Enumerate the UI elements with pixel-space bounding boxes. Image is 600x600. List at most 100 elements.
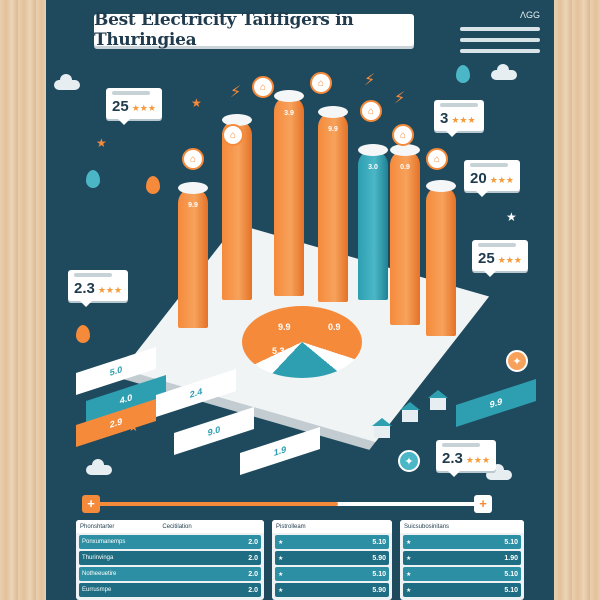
tariff-bar: 9.9 (178, 182, 208, 328)
table-row[interactable]: Thurinvinga 2.0 (79, 551, 261, 565)
card-caption (470, 163, 508, 167)
bar-cap (274, 90, 304, 102)
row-name: Eurrusmpe (82, 587, 112, 593)
house-pin-icon: ⌂ (426, 148, 448, 170)
row-value: 2.0 (248, 586, 258, 594)
rating-card: 2.3 ★★★ (68, 270, 129, 307)
tariff-range-slider[interactable]: + + (82, 495, 492, 513)
row-value: 5.10 (504, 538, 518, 546)
bar-label: 3.0 (368, 164, 378, 171)
table-row[interactable]: Ponxumanemps 2.0 (79, 535, 261, 549)
bar-cap (390, 144, 420, 156)
tariff-bar: 0.9 (390, 144, 420, 325)
price-ticket: 1.9 (240, 427, 320, 475)
card-value: 25 (112, 98, 129, 115)
table-row[interactable]: ★ 5.90 (275, 551, 389, 565)
house-icon (372, 418, 392, 438)
bolt-icon: ⚡ (230, 84, 242, 101)
cloud-icon (486, 464, 512, 480)
card-caption (112, 91, 150, 95)
table-row[interactable]: ★ 5.10 (403, 567, 521, 581)
drop-icon (456, 65, 470, 83)
row-name: Ponxumanemps (82, 539, 126, 545)
row-value: 2.0 (248, 554, 258, 562)
tariff-pie-chart (242, 306, 362, 378)
column-header: Suicsubosinitans (404, 523, 450, 530)
card-value: 2.3 (442, 450, 463, 467)
house-icon (428, 390, 448, 410)
pie-label: 0.9 (328, 322, 341, 332)
rating-card: 25 ★★★ (472, 240, 528, 277)
column-header: Pistrolleam (276, 523, 306, 530)
bar-cap (222, 114, 252, 126)
row-value: 2.0 (248, 538, 258, 546)
house-pin-icon: ⌂ (392, 124, 414, 146)
card-value: 20 (470, 170, 487, 187)
slider-right-button[interactable]: + (474, 495, 492, 513)
comparison-table: Pistrolleam ★ 5.10 ★ 5.90 ★ 5.10 ★ 5.90 (272, 520, 392, 600)
table-row[interactable]: ★ 5.10 (403, 535, 521, 549)
table-row[interactable]: Notheeuetire 2.0 (79, 567, 261, 581)
row-icon: ★ (278, 555, 284, 562)
bar-label: 3.9 (284, 110, 294, 117)
rating-card: 2.3 ★★★ (436, 440, 497, 477)
card-caption (74, 273, 112, 277)
menu-line (460, 49, 540, 53)
table-header: Pistrolleam (272, 520, 392, 533)
row-name: Thurinvinga (82, 555, 114, 561)
price-ticket: 9.9 (456, 379, 536, 427)
table-row[interactable]: Eurrusmpe 2.0 (79, 583, 261, 597)
infographic-poster: Best Electricity Taiffigers in Thuringie… (46, 0, 554, 600)
card-value: 2.3 (74, 280, 95, 297)
slider-left-button[interactable]: + (82, 495, 100, 513)
row-value: 5.10 (372, 570, 386, 578)
card-value: 25 (478, 250, 495, 267)
table-row[interactable]: ★ 5.10 (275, 535, 389, 549)
rating-stars: ★★★ (97, 285, 123, 295)
rating-stars: ★★★ (131, 103, 156, 113)
row-icon: ★ (278, 539, 284, 546)
table-header: Phonshtarter Cecitilation (76, 520, 264, 533)
pie-label: 5.3 (272, 346, 285, 356)
column-header: Phonshtarter (80, 523, 115, 530)
wood-frame-left (0, 0, 46, 600)
card-value: 3 (440, 110, 449, 127)
row-icon: ★ (278, 571, 284, 578)
rating-card: 3 ★★★ (434, 100, 484, 137)
row-value: 5.10 (504, 570, 518, 578)
slider-fill (92, 502, 338, 506)
table-row[interactable]: ★ 5.90 (275, 583, 389, 597)
star-icon: ★ (506, 210, 517, 224)
star-icon: ★ (96, 136, 107, 150)
pie-label: 9.9 (278, 322, 291, 332)
flame-icon (76, 325, 90, 343)
top-right-menu: ΛGG (460, 10, 540, 60)
house-pin-icon: ⌂ (252, 76, 274, 98)
row-value: 5.10 (372, 538, 386, 546)
lightbulb-icon: ✦ (506, 350, 528, 372)
rating-card: 25 ★★★ (106, 88, 162, 125)
table-row[interactable]: ★ 5.10 (403, 583, 521, 597)
house-icon (400, 402, 420, 422)
lightbulb-icon: ✦ (398, 450, 420, 472)
card-caption (440, 103, 478, 107)
row-name: Notheeuetire (82, 571, 117, 577)
cloud-icon (86, 459, 112, 475)
cloud-icon (54, 74, 80, 90)
rating-stars: ★★★ (465, 455, 491, 465)
tariff-bar (426, 180, 456, 336)
rating-card: 20 ★★★ (464, 160, 520, 197)
bar-cap (178, 182, 208, 194)
row-icon: ★ (406, 571, 412, 578)
tariff-bar: 3.0 (358, 144, 388, 300)
house-pin-icon: ⌂ (360, 100, 382, 122)
menu-line (460, 38, 540, 42)
table-row[interactable]: ★ 5.10 (275, 567, 389, 581)
row-value: 5.90 (372, 586, 386, 594)
table-row[interactable]: ★ 1.90 (403, 551, 521, 565)
cloud-icon (491, 64, 517, 80)
row-value: 5.10 (504, 586, 518, 594)
house-pin-icon: ⌂ (222, 124, 244, 146)
row-icon: ★ (278, 587, 284, 594)
bar-label: 0.9 (400, 164, 410, 171)
